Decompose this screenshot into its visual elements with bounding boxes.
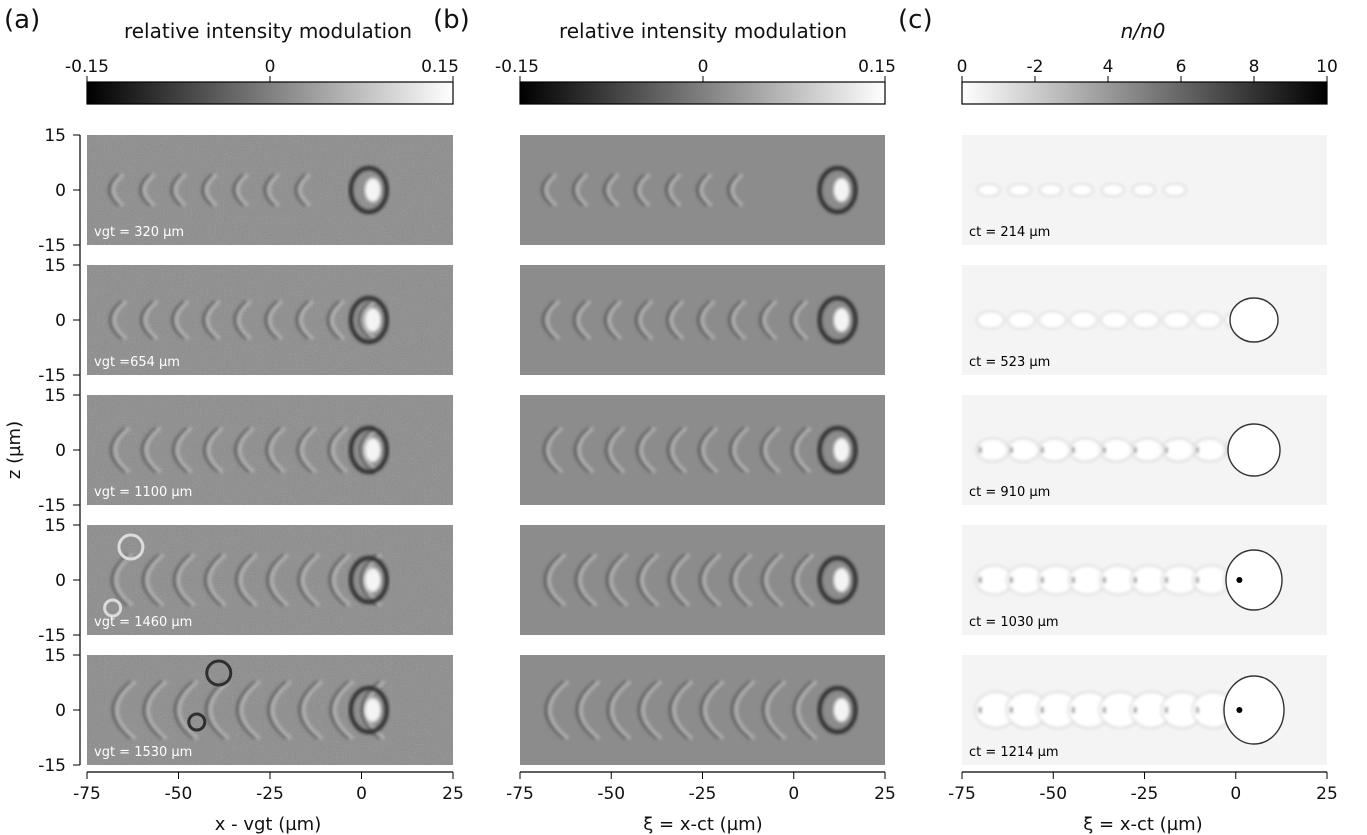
colorbar-title-b: relative intensity modulation: [559, 19, 847, 43]
colorbar-title-a: relative intensity modulation: [124, 19, 412, 43]
colorbar-b-tick-0: -0.15: [495, 57, 539, 77]
row-label-c-0: ct = 214 µm: [969, 225, 1050, 240]
x-tick-a-3: 0: [356, 784, 367, 804]
row-label-c-4: ct = 1214 µm: [969, 745, 1059, 760]
image-b-row-1: [520, 265, 885, 375]
y-tick-4-0: 15: [44, 646, 66, 666]
y-tick-2-2: -15: [38, 496, 66, 516]
x-tick-c-2: -25: [1131, 784, 1159, 804]
x-tick-c-4: 25: [1316, 784, 1338, 804]
x-tick-b-3: 0: [788, 784, 799, 804]
x-tick-b-0: -75: [506, 784, 534, 804]
image-b-row-4: [520, 655, 885, 765]
row-label-a-4: vgt = 1530 µm: [94, 745, 192, 760]
panel-letter-c: (c): [898, 5, 933, 35]
row-label-a-2: vgt = 1100 µm: [94, 485, 192, 500]
colorbar-b: -0.15 0 0.15: [495, 57, 896, 105]
row-label-a-1: vgt =654 µm: [94, 355, 180, 370]
x-tick-b-4: 25: [874, 784, 896, 804]
y-tick-3-2: -15: [38, 626, 66, 646]
x-tick-a-0: -75: [73, 784, 101, 804]
row-label-a-0: vgt = 320 µm: [94, 225, 184, 240]
x-tick-a-1: -50: [165, 784, 193, 804]
image-c-row-4: ct = 1214 µm: [962, 655, 1327, 765]
colorbar-c-tick-4: 8: [1249, 57, 1260, 77]
x-tick-c-3: 0: [1230, 784, 1241, 804]
colorbar-c-tick-1: -2: [1027, 57, 1044, 77]
y-tick-1-1: 0: [55, 311, 66, 331]
image-a-row-1: vgt =654 µm: [87, 265, 453, 375]
image-a-row-0: vgt = 320 µm: [87, 135, 453, 245]
y-axis-label: z (µm): [4, 421, 25, 479]
row-label-c-1: ct = 523 µm: [969, 355, 1050, 370]
image-c-row-2: ct = 910 µm: [962, 395, 1327, 505]
x-tick-a-4: 25: [442, 784, 464, 804]
row-label-a-3: vgt = 1460 µm: [94, 615, 192, 630]
image-b-row-2: [520, 395, 885, 505]
image-a-row-4: vgt = 1530 µm: [87, 655, 453, 765]
y-tick-4-1: 0: [55, 701, 66, 721]
row-label-c-3: ct = 1030 µm: [969, 615, 1059, 630]
panel-b-images: [520, 135, 885, 765]
colorbar-a: -0.15 0 0.15: [65, 57, 459, 105]
y-tick-1-0: 15: [44, 256, 66, 276]
image-b-row-0: [520, 135, 885, 245]
colorbar-b-tick-1: 0: [698, 57, 709, 77]
x-tick-c-0: -75: [948, 784, 976, 804]
panel-a-images: vgt = 320 µm vgt =654 µm vgt = 1100 µm vgt …: [87, 135, 453, 765]
colorbar-title-c: n/n0: [1121, 19, 1166, 43]
x-axes: -75 -50 -25 0 25 -75 -50 -25 0 25 -75 -50 -25 0 25: [73, 771, 1338, 804]
colorbar-c-tick-0: 0: [957, 57, 968, 77]
image-a-row-3: vgt = 1460 µm: [87, 525, 453, 635]
y-tick-0-2: -15: [38, 236, 66, 256]
panel-c-images: ct = 214 µm ct = 523 µm ct = 910 µm ct = 10…: [962, 135, 1327, 765]
y-tick-3-0: 15: [44, 516, 66, 536]
y-tick-1-2: -15: [38, 366, 66, 386]
x-tick-b-1: -50: [597, 784, 625, 804]
x-axis-label-b: ξ = x-ct (µm): [643, 814, 762, 835]
colorbar-a-tick-2: 0.15: [421, 57, 459, 77]
image-c-row-0: ct = 214 µm: [962, 135, 1327, 245]
y-tick-2-1: 0: [55, 441, 66, 461]
image-c-row-3: ct = 1030 µm: [962, 525, 1327, 635]
x-axis-label-a: x - vgt (µm): [215, 814, 321, 835]
row-label-c-2: ct = 910 µm: [969, 485, 1050, 500]
colorbar-a-tick-1: 0: [265, 57, 276, 77]
colorbar-c-tick-2: 4: [1103, 57, 1114, 77]
x-tick-a-2: -25: [256, 784, 284, 804]
colorbar-b-tick-2: 0.15: [858, 57, 896, 77]
y-tick-0-0: 15: [44, 126, 66, 146]
panel-letter-a: (a): [4, 5, 40, 35]
x-tick-c-1: -50: [1039, 784, 1067, 804]
panel-letter-b: (b): [433, 5, 470, 35]
y-tick-2-0: 15: [44, 386, 66, 406]
colorbar-c-tick-3: 6: [1176, 57, 1187, 77]
y-tick-0-1: 0: [55, 181, 66, 201]
y-tick-4-2: -15: [38, 756, 66, 776]
x-axis-label-c: ξ = x-ct (µm): [1083, 814, 1202, 835]
x-tick-b-2: -25: [689, 784, 717, 804]
y-tick-3-1: 0: [55, 571, 66, 591]
colorbar-a-tick-0: -0.15: [65, 57, 109, 77]
image-c-row-1: ct = 523 µm: [962, 265, 1327, 375]
image-b-row-3: [520, 525, 885, 635]
colorbar-c-tick-5: 10: [1316, 57, 1338, 77]
image-a-row-2: vgt = 1100 µm: [87, 395, 453, 505]
colorbar-c: 0 -2 4 6 8 10: [957, 57, 1338, 105]
